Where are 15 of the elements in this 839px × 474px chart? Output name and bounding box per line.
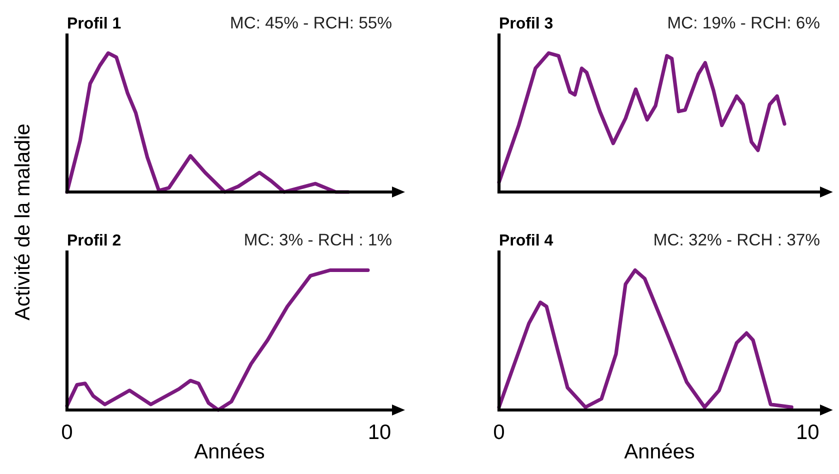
- x-tick-label: 0: [62, 424, 72, 440]
- text: MC: 19% - RCH: 6%: [668, 16, 820, 29]
- x-tick-label: 0: [494, 424, 504, 440]
- x-axis-title: Années: [624, 443, 694, 459]
- chart-title: Profil 1: [68, 16, 121, 29]
- text: MC: 45% - RCH: 55%: [231, 16, 392, 29]
- x-tick-label: 10: [370, 424, 390, 440]
- text: MC: 32% - RCH : 37%: [654, 234, 820, 246]
- x-tick-label: 10: [798, 424, 818, 440]
- chart-title: Profil 3: [500, 16, 553, 29]
- text: MC: 3% - RCH : 1%: [245, 234, 392, 246]
- chart-title: Profil 4: [500, 234, 554, 246]
- chart-title: Profil 2: [68, 234, 120, 246]
- y-axis-title: Activité de la maladie: [14, 124, 30, 320]
- x-axis-title: Années: [194, 443, 264, 459]
